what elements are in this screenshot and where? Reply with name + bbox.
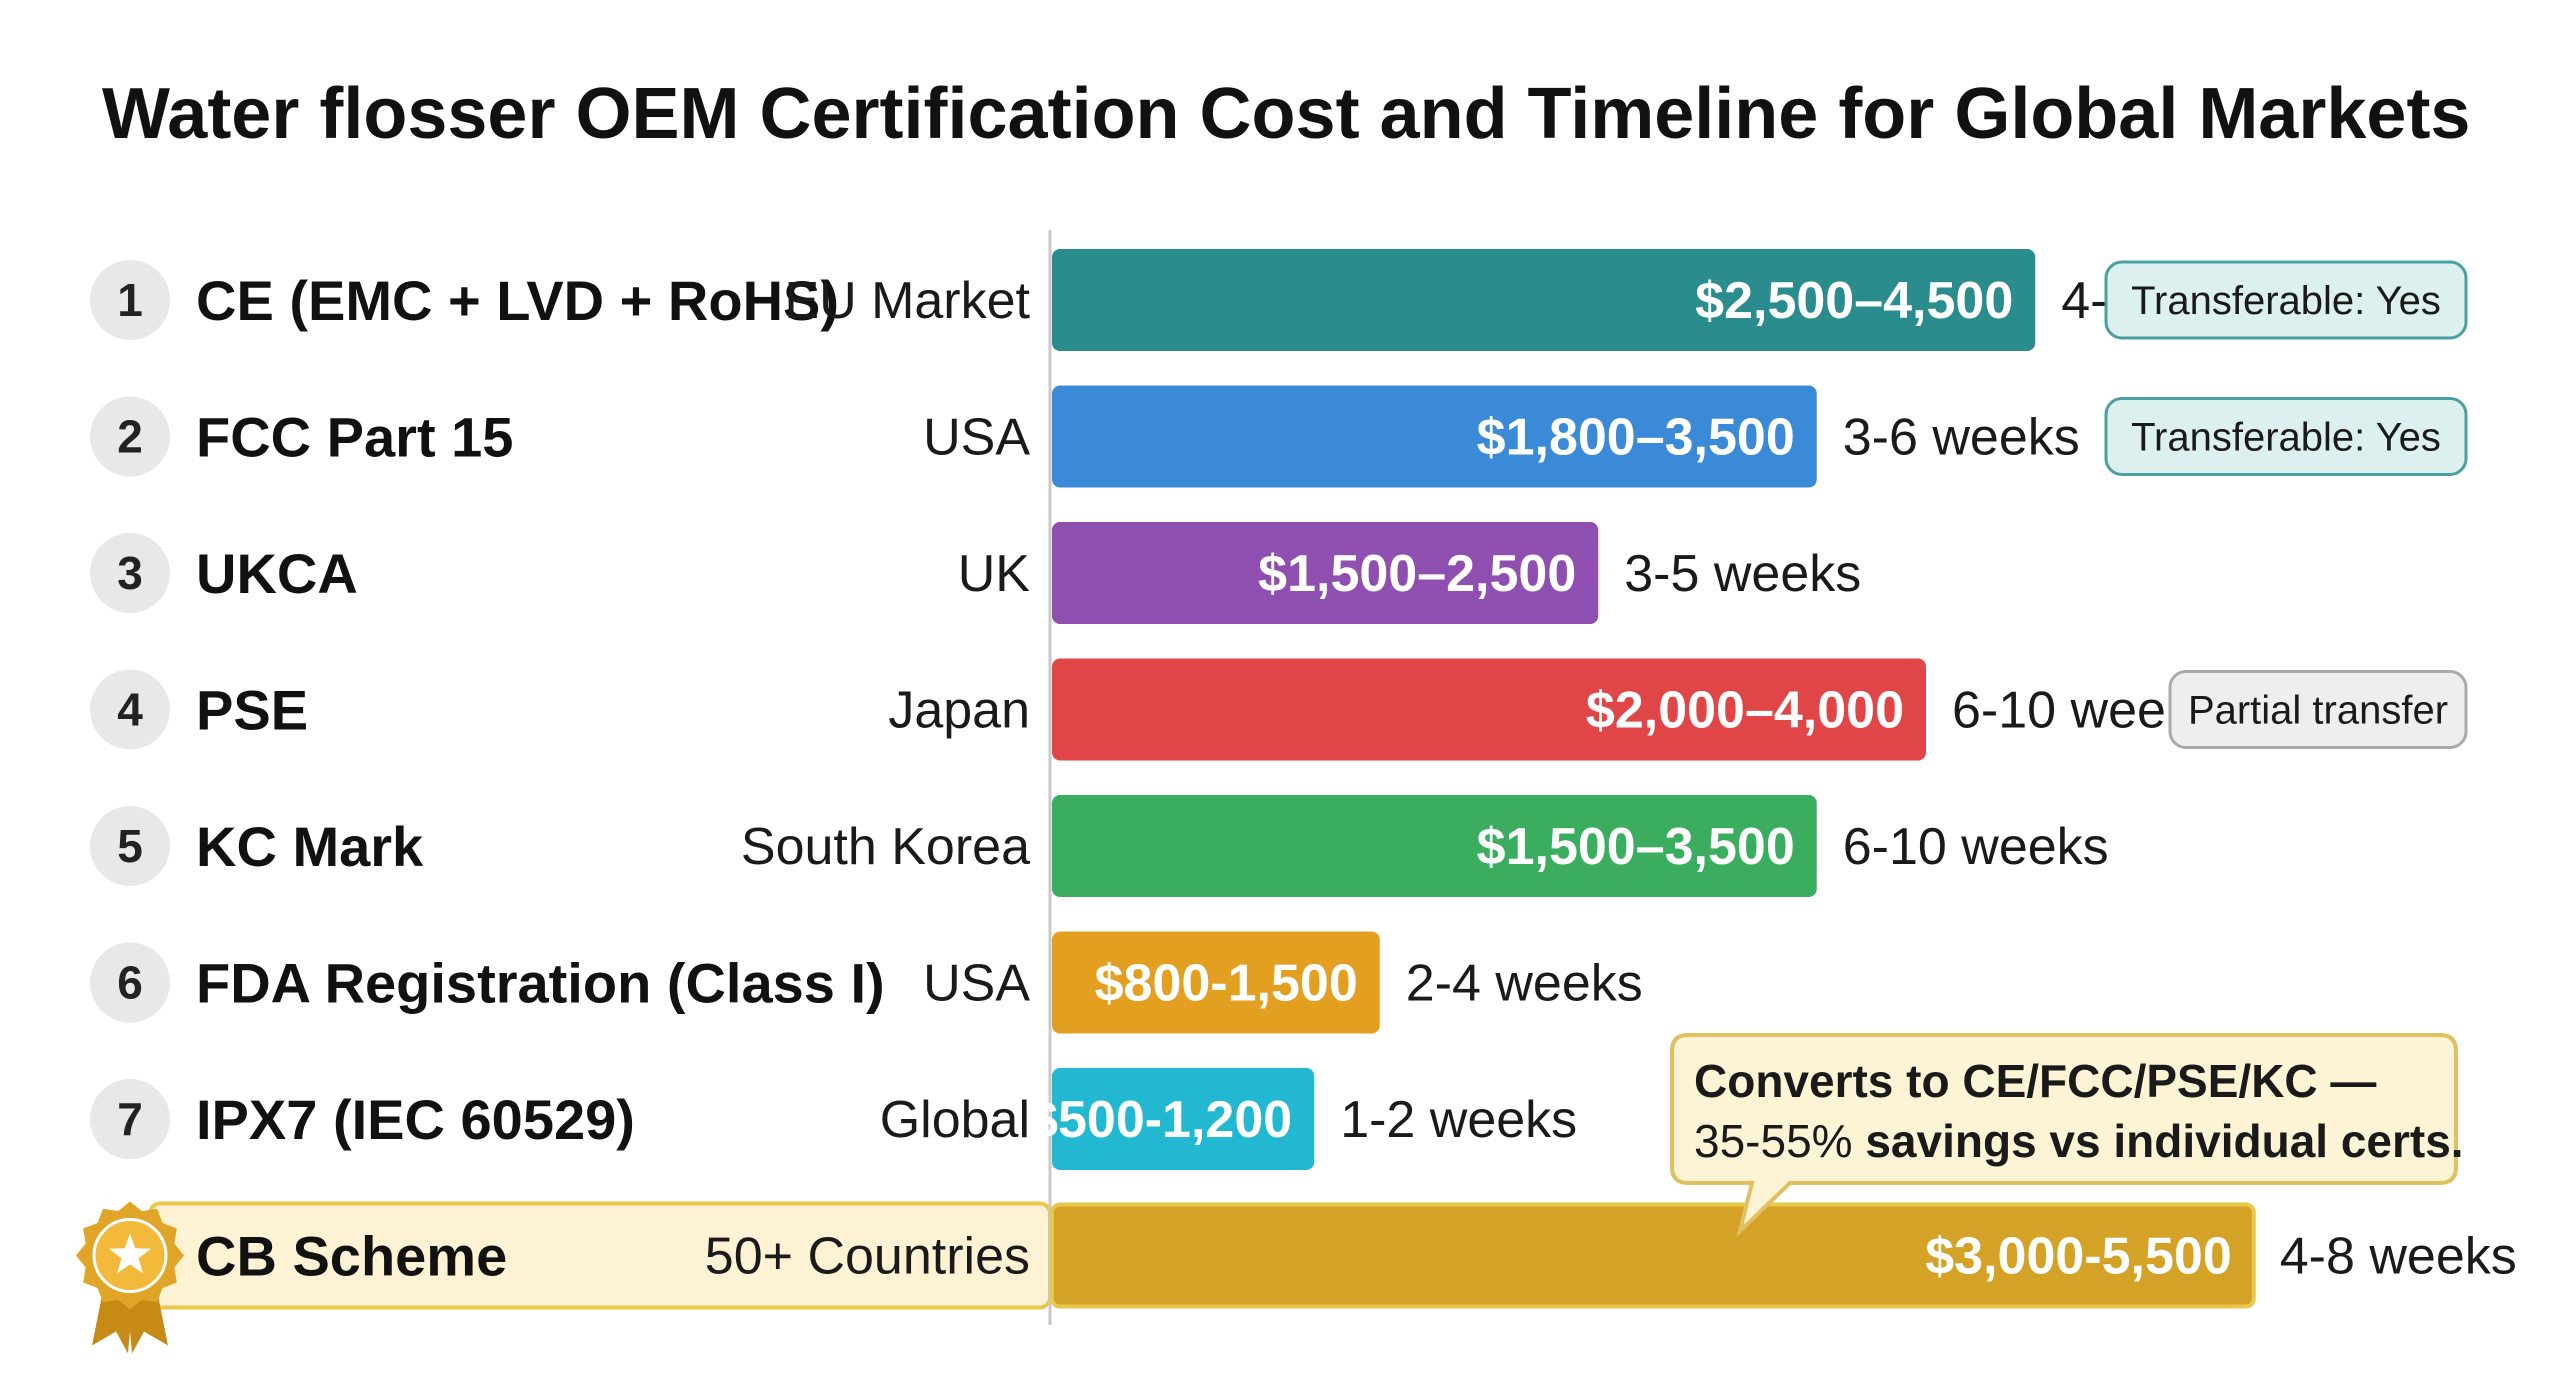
region-label: USA: [923, 409, 1030, 467]
cert-name: UKCA: [196, 542, 358, 605]
region-label: South Korea: [741, 818, 1030, 876]
callout-line-1: Converts to CE/FCC/PSE/KC —: [1694, 1055, 2376, 1107]
rank-circle: [90, 942, 170, 1023]
cert-name: KC Mark: [196, 815, 424, 878]
transfer-badge-label: Transferable: Yes: [2131, 416, 2441, 460]
bar-value-label: $1,500–3,500: [1477, 818, 1795, 876]
bar-row: 3 UKCA UK $1,500–2,500 3-5 weeks: [90, 522, 1861, 624]
bar-value-label: $3,000-5,500: [1925, 1228, 2232, 1286]
bar-row: 1 CE (EMC + LVD + RoHS)EU Market $2,500–4,…: [90, 249, 2468, 351]
rank-number: 6: [117, 957, 143, 1009]
cert-name: IPX7 (IEC 60529): [196, 1088, 635, 1151]
callout-savings-text: savings vs individual certs.: [1853, 1115, 2464, 1167]
rank-number: 7: [117, 1093, 143, 1145]
timeline-label: 2-4 weeks: [1406, 955, 1643, 1013]
transfer-badge: [2168, 670, 2468, 749]
timeline-label: 1-2 weeks: [1340, 1091, 1577, 1149]
bar-row: 6 FDA Registration (Class I) USA $800-1,500…: [90, 931, 1643, 1034]
bar-value-label: $2,500–4,500: [1695, 272, 2013, 330]
transfer-badge: [2104, 260, 2468, 340]
bar-value-label: $800-1,500: [1095, 955, 1358, 1013]
cert-name: PSE: [196, 679, 308, 742]
bar: [1052, 795, 1817, 897]
bar: [1052, 385, 1817, 488]
callout-percent: 35-55%: [1694, 1115, 1853, 1167]
medal-icon: [76, 1201, 184, 1354]
rank-circle: [90, 396, 170, 477]
bar-row: 2 FCC Part 15 USA $1,800–3,500 3-6 weeks Tran…: [90, 385, 2468, 488]
transfer-badge: [2104, 397, 2468, 476]
region-label: UK: [958, 545, 1031, 603]
timeline-label: 3-5 weeks: [1624, 545, 1861, 603]
bar: [1052, 658, 1926, 761]
rank-circle: [90, 533, 170, 613]
callout-line-2: 35-55% savings vs individual certs.: [1694, 1115, 2464, 1167]
region-label: USA: [923, 955, 1030, 1013]
bar: [1052, 249, 2036, 351]
rank-circle: [90, 1079, 170, 1159]
transfer-badge-label: Partial transfer: [2188, 689, 2448, 733]
rank-number: 1: [117, 274, 143, 326]
timeline-label: 3-6 weeks: [1843, 409, 2080, 467]
bar: [1052, 931, 1380, 1034]
timeline-label: 4-: [2061, 272, 2107, 330]
rank-circle: [90, 260, 170, 340]
rank-circle: [90, 806, 170, 886]
region-label: Japan: [888, 682, 1030, 740]
region-label: 50+ Countries: [705, 1228, 1030, 1286]
timeline-label: 6-10 weeks: [1843, 818, 2109, 876]
bar-row: 5 KC Mark South Korea $1,500–3,500 6-10 week…: [90, 795, 2109, 897]
cert-name: FDA Registration (Class I): [196, 952, 885, 1015]
bar-value-label: $1,800–3,500: [1477, 409, 1795, 467]
cert-name: CB Scheme: [196, 1225, 507, 1288]
timeline-label: 4-8 weeks: [2280, 1228, 2517, 1286]
cert-name: CE (EMC + LVD + RoHS): [196, 269, 839, 332]
rank-number: 4: [117, 684, 143, 736]
bar-row: CB Scheme 50+ Countries $3,000-5,500 4-8 we…: [76, 1201, 2517, 1354]
bar-value-label: $500-1,200: [1029, 1091, 1292, 1149]
region-label: Global: [880, 1091, 1030, 1149]
rank-number: 3: [117, 547, 143, 599]
rank-number: 2: [117, 411, 143, 463]
bar-value-label: $1,500–2,500: [1258, 545, 1576, 603]
rows-layer: 1 CE (EMC + LVD + RoHS)EU Market $2,500–4,…: [76, 230, 2517, 1354]
rank-circle: [90, 669, 170, 750]
callout-box: [1670, 1033, 2458, 1238]
cert-name: FCC Part 15: [196, 406, 513, 469]
chart-title: Water flosser OEM Certification Cost and…: [102, 74, 2470, 154]
region-label: EU Market: [784, 272, 1030, 330]
bar-value-label: $2,000–4,000: [1586, 682, 1904, 740]
bar: [1050, 1202, 2256, 1309]
bar: [1052, 522, 1599, 624]
bar-row: 7 IPX7 (IEC 60529) Global $500-1,200 1-2 wee…: [90, 1068, 1577, 1170]
rank-number: 5: [117, 820, 143, 872]
transfer-badge-label: Transferable: Yes: [2131, 279, 2441, 323]
callout: Converts to CE/FCC/PSE/KC — 35-55% saving…: [1670, 1033, 2464, 1238]
bar: [1052, 1068, 1315, 1170]
